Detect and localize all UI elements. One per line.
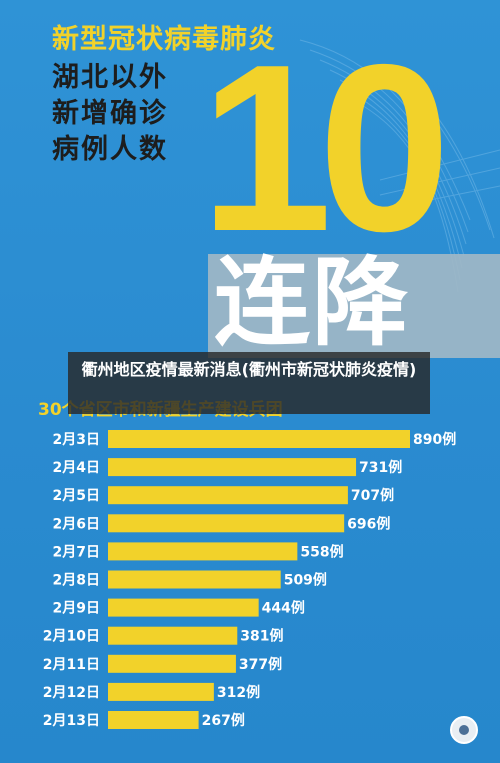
category-label: 2月10日 [43,629,100,645]
agency-emblem-icon [450,716,478,744]
bar [108,542,298,561]
streak-label: 连降 [214,247,410,359]
value-label: 731例 [359,459,402,476]
headline-line-4: 病例人数 [52,134,168,165]
bar [108,682,214,701]
value-label: 312例 [217,684,260,701]
category-label: 2月4日 [53,460,100,476]
category-label: 2月3日 [53,432,100,448]
bar [108,486,348,505]
category-label: 2月12日 [43,685,100,701]
value-label: 890例 [413,431,456,448]
bar [108,598,259,617]
category-label: 2月13日 [43,713,100,729]
category-label: 2月9日 [53,601,100,617]
headline-line-3: 新增确诊 [52,98,168,129]
bar [108,514,345,533]
bar [108,711,199,729]
bar [108,626,238,645]
value-label: 267例 [202,712,245,729]
headline-line-1: 新型冠状病毒肺炎 [52,24,276,55]
overlay-title: 衢州地区疫情最新消息(衢州市新冠状肺炎疫情) [68,352,430,414]
category-label: 2月5日 [53,488,100,504]
bar [108,458,357,477]
value-label: 707例 [351,487,394,504]
value-label: 509例 [284,572,327,589]
headline-line-2: 湖北以外 [52,62,168,93]
category-label: 2月11日 [43,657,100,673]
big-number: 10 [200,16,451,281]
bar [108,430,410,448]
category-label: 2月7日 [53,544,100,560]
value-label: 444例 [262,600,305,617]
value-label: 696例 [347,515,390,532]
bar [108,654,236,673]
value-label: 377例 [239,656,282,673]
headline: 新型冠状病毒肺炎 湖北以外 新增确诊 病例人数 [52,20,276,168]
value-label: 381例 [240,628,283,645]
bar [108,570,281,589]
streak-background [208,254,500,358]
category-label: 2月8日 [53,573,100,589]
category-label: 2月6日 [53,516,100,532]
value-label: 558例 [300,543,343,560]
